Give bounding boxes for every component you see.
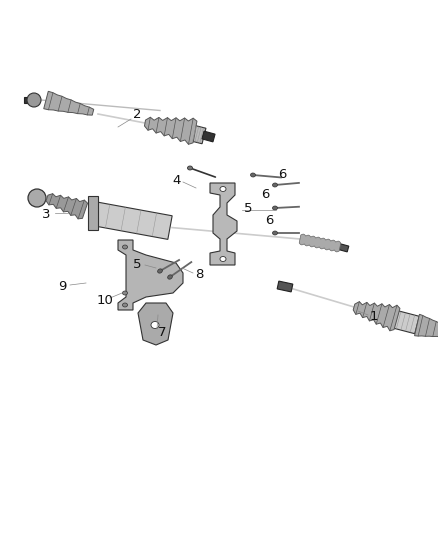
Ellipse shape [272, 183, 278, 187]
Ellipse shape [27, 93, 41, 107]
Text: 6: 6 [278, 168, 286, 182]
Text: 6: 6 [265, 214, 273, 228]
Ellipse shape [251, 173, 255, 177]
Text: 1: 1 [370, 311, 378, 324]
Text: 9: 9 [58, 280, 67, 294]
Polygon shape [210, 183, 237, 265]
Ellipse shape [220, 187, 226, 191]
Ellipse shape [123, 291, 127, 295]
Ellipse shape [123, 303, 127, 307]
Polygon shape [299, 234, 341, 252]
Polygon shape [24, 97, 32, 103]
Text: 3: 3 [42, 208, 50, 222]
Ellipse shape [272, 231, 278, 235]
Ellipse shape [123, 245, 127, 249]
Ellipse shape [187, 166, 192, 170]
Polygon shape [44, 91, 94, 115]
Text: 7: 7 [158, 327, 166, 340]
Polygon shape [277, 281, 293, 292]
Polygon shape [392, 310, 419, 334]
Ellipse shape [168, 275, 172, 279]
Polygon shape [145, 117, 197, 144]
Polygon shape [336, 243, 349, 252]
Text: 10: 10 [97, 295, 114, 308]
Text: 5: 5 [244, 203, 252, 215]
Ellipse shape [272, 206, 278, 210]
Polygon shape [90, 201, 172, 239]
Ellipse shape [151, 321, 159, 328]
Polygon shape [138, 303, 173, 345]
Text: 8: 8 [195, 269, 203, 281]
Polygon shape [353, 302, 400, 331]
Polygon shape [202, 131, 215, 142]
Ellipse shape [28, 189, 46, 207]
Text: 2: 2 [133, 109, 141, 122]
Polygon shape [88, 196, 98, 230]
Text: 5: 5 [133, 259, 141, 271]
Text: 4: 4 [172, 174, 180, 188]
Text: 6: 6 [261, 189, 269, 201]
Ellipse shape [220, 256, 226, 262]
Ellipse shape [158, 269, 162, 273]
Polygon shape [190, 125, 206, 144]
Polygon shape [46, 193, 88, 219]
Polygon shape [414, 314, 438, 337]
Polygon shape [118, 240, 183, 310]
